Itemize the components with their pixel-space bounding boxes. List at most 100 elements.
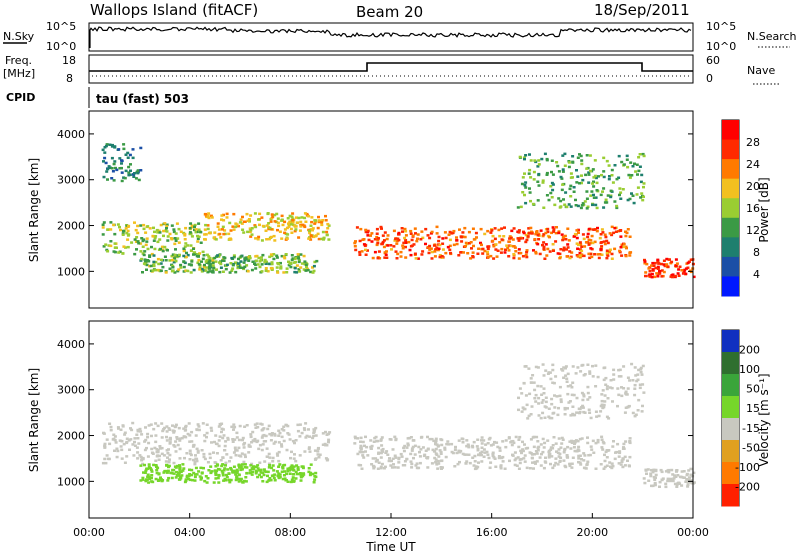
range-gate-cell bbox=[564, 191, 568, 194]
range-gate-cell bbox=[156, 231, 160, 234]
range-gate-cell bbox=[216, 222, 220, 225]
range-gate-cell bbox=[626, 376, 630, 379]
range-gate-cell bbox=[135, 446, 139, 449]
range-gate-cell bbox=[111, 438, 115, 441]
range-gate-cell bbox=[596, 440, 600, 444]
range-gate-cell bbox=[250, 467, 254, 470]
range-gate-cell bbox=[642, 477, 646, 480]
range-gate-cell bbox=[239, 464, 243, 467]
range-gate-cell bbox=[194, 230, 198, 234]
range-gate-cell bbox=[626, 228, 630, 231]
range-gate-cell bbox=[491, 454, 495, 457]
range-gate-cell bbox=[521, 255, 525, 258]
range-gate-cell bbox=[151, 269, 155, 272]
range-gate-cell bbox=[221, 225, 225, 229]
range-gate-cell bbox=[476, 438, 480, 441]
range-gate-cell bbox=[575, 242, 579, 245]
range-gate-cell bbox=[303, 450, 307, 453]
colorbar-segment bbox=[722, 462, 739, 485]
range-gate-cell bbox=[621, 188, 625, 191]
range-gate-cell bbox=[559, 205, 563, 208]
range-gate-cell bbox=[376, 256, 380, 260]
range-gate-cell bbox=[365, 445, 369, 449]
range-gate-cell bbox=[280, 445, 284, 448]
range-gate-cell bbox=[626, 387, 630, 390]
nave-label: Nave bbox=[747, 64, 775, 77]
range-gate-cell bbox=[448, 230, 452, 234]
range-gate-cell bbox=[102, 221, 106, 224]
range-gate-cell bbox=[604, 376, 608, 380]
range-gate-cell bbox=[613, 457, 617, 461]
range-gate-cell bbox=[576, 448, 580, 451]
range-gate-cell bbox=[275, 212, 279, 216]
range-gate-cell bbox=[409, 452, 413, 456]
range-gate-cell bbox=[105, 143, 109, 146]
range-gate-cell bbox=[575, 236, 579, 240]
range-gate-cell bbox=[604, 235, 608, 239]
range-gate-cell bbox=[421, 236, 425, 240]
range-gate-cell bbox=[602, 170, 606, 173]
range-gate-cell bbox=[110, 145, 114, 148]
range-gate-cell bbox=[420, 435, 424, 439]
range-gate-cell bbox=[551, 368, 555, 372]
range-gate-cell bbox=[650, 275, 654, 279]
range-gate-cell bbox=[692, 275, 696, 279]
range-gate-cell bbox=[204, 233, 208, 236]
range-gate-cell bbox=[545, 171, 549, 175]
range-gate-cell bbox=[552, 228, 556, 231]
range-gate-cell bbox=[562, 198, 565, 201]
range-gate-cell bbox=[144, 231, 148, 234]
range-gate-cell bbox=[562, 366, 566, 369]
range-gate-cell bbox=[389, 438, 393, 441]
range-gate-cell bbox=[156, 240, 160, 244]
range-gate-cell bbox=[564, 465, 568, 469]
range-gate-cell bbox=[120, 448, 124, 452]
range-gate-cell bbox=[596, 253, 600, 256]
range-gate-cell bbox=[569, 195, 573, 198]
range-gate-cell bbox=[103, 446, 107, 449]
range-gate-cell bbox=[640, 192, 644, 195]
range-gate-cell bbox=[317, 456, 321, 459]
range-gate-cell bbox=[468, 461, 472, 465]
range-gate-cell bbox=[403, 444, 407, 448]
range-gate-cell bbox=[537, 184, 541, 187]
range-gate-cell bbox=[616, 442, 620, 446]
range-gate-cell bbox=[144, 469, 148, 473]
range-gate-cell bbox=[621, 458, 625, 461]
range-gate-cell bbox=[482, 455, 486, 458]
range-gate-cell bbox=[193, 473, 197, 476]
range-gate-cell bbox=[189, 232, 193, 235]
range-gate-cell bbox=[571, 456, 575, 459]
range-gate-cell bbox=[104, 243, 108, 246]
range-gate-cell bbox=[283, 463, 287, 467]
range-gate-cell bbox=[585, 463, 589, 466]
range-gate-cell bbox=[279, 265, 283, 268]
range-gate-cell bbox=[609, 195, 613, 199]
range-gate-cell bbox=[236, 266, 240, 270]
range-gate-cell bbox=[434, 461, 438, 464]
range-gate-cell bbox=[119, 428, 123, 431]
range-gate-cell bbox=[440, 467, 443, 470]
beam-label: Beam 20 bbox=[356, 3, 423, 21]
range-gate-cell bbox=[304, 263, 308, 266]
range-gate-cell bbox=[236, 262, 240, 265]
range-gate-cell bbox=[209, 465, 213, 468]
range-gate-cell bbox=[307, 237, 311, 240]
range-gate-cell bbox=[304, 269, 308, 272]
range-gate-cell bbox=[650, 484, 653, 488]
range-gate-cell bbox=[162, 229, 166, 233]
range-gate-cell bbox=[618, 451, 622, 455]
range-gate-cell bbox=[540, 393, 544, 396]
range-gate-cell bbox=[567, 161, 571, 164]
range-gate-cell bbox=[605, 387, 609, 391]
range-gate-cell bbox=[612, 440, 615, 443]
range-gate-cell bbox=[171, 424, 174, 427]
range-gate-cell bbox=[556, 463, 560, 466]
range-gate-cell bbox=[594, 364, 598, 367]
range-gate-cell bbox=[595, 189, 599, 192]
range-gate-cell bbox=[483, 249, 487, 253]
range-gate-cell bbox=[234, 473, 238, 476]
power-data-cells bbox=[101, 143, 696, 279]
range-gate-cell bbox=[633, 414, 637, 418]
